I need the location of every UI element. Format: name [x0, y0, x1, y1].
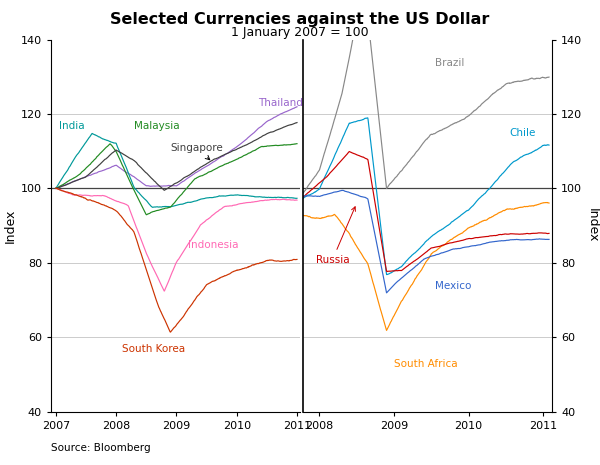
Text: South Africa: South Africa [394, 359, 458, 369]
Text: Selected Currencies against the US Dollar: Selected Currencies against the US Dolla… [110, 12, 490, 27]
Text: Mexico: Mexico [435, 281, 472, 291]
Text: South Korea: South Korea [122, 344, 185, 354]
Y-axis label: Index: Index [586, 208, 599, 243]
Text: Malaysia: Malaysia [134, 121, 180, 131]
Text: Source: Bloomberg: Source: Bloomberg [51, 443, 151, 453]
Text: India: India [59, 121, 85, 131]
Text: Thailand: Thailand [258, 99, 302, 108]
Text: Chile: Chile [509, 128, 536, 138]
Text: Indonesia: Indonesia [188, 240, 239, 250]
Text: Singapore: Singapore [170, 143, 223, 159]
Y-axis label: Index: Index [4, 208, 17, 243]
Text: Russia: Russia [316, 207, 355, 265]
Text: 1 January 2007 = 100: 1 January 2007 = 100 [231, 26, 369, 39]
Text: Brazil: Brazil [435, 58, 464, 67]
